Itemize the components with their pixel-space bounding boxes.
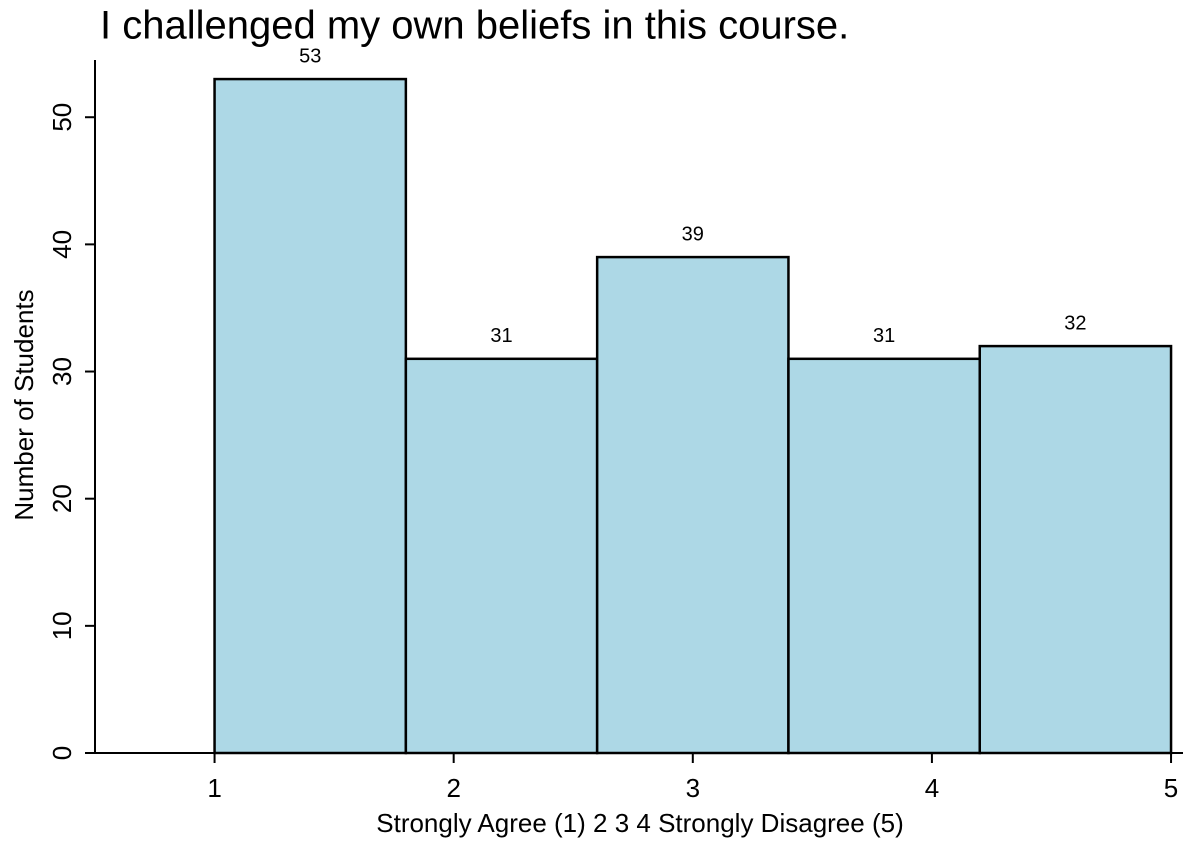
x-tick-label: 5 <box>1164 773 1178 803</box>
bar <box>213 77 408 755</box>
bar <box>404 357 599 755</box>
data-label: 31 <box>490 325 512 347</box>
data-label: 31 <box>873 325 895 347</box>
bar <box>595 255 790 755</box>
x-tick-label: 3 <box>686 773 700 803</box>
x-tick-label: 2 <box>446 773 460 803</box>
bar <box>978 344 1173 755</box>
x-tick-label: 1 <box>207 773 221 803</box>
y-tick-label: 30 <box>47 357 77 386</box>
y-tick-label: 50 <box>47 103 77 132</box>
data-label: 53 <box>299 45 321 67</box>
bar <box>787 357 981 755</box>
x-tick-label: 4 <box>925 773 939 803</box>
y-tick-label: 0 <box>47 746 77 760</box>
data-label: 39 <box>682 223 704 245</box>
y-axis-label: Number of Students <box>9 289 39 520</box>
data-label: 32 <box>1064 312 1086 334</box>
y-tick-label: 40 <box>47 230 77 259</box>
x-axis-label: Strongly Agree (1) 2 3 4 Strongly Disagr… <box>376 808 903 838</box>
chart-title: I challenged my own beliefs in this cour… <box>100 4 849 48</box>
y-tick-label: 10 <box>47 611 77 640</box>
y-tick-label: 20 <box>47 484 77 513</box>
